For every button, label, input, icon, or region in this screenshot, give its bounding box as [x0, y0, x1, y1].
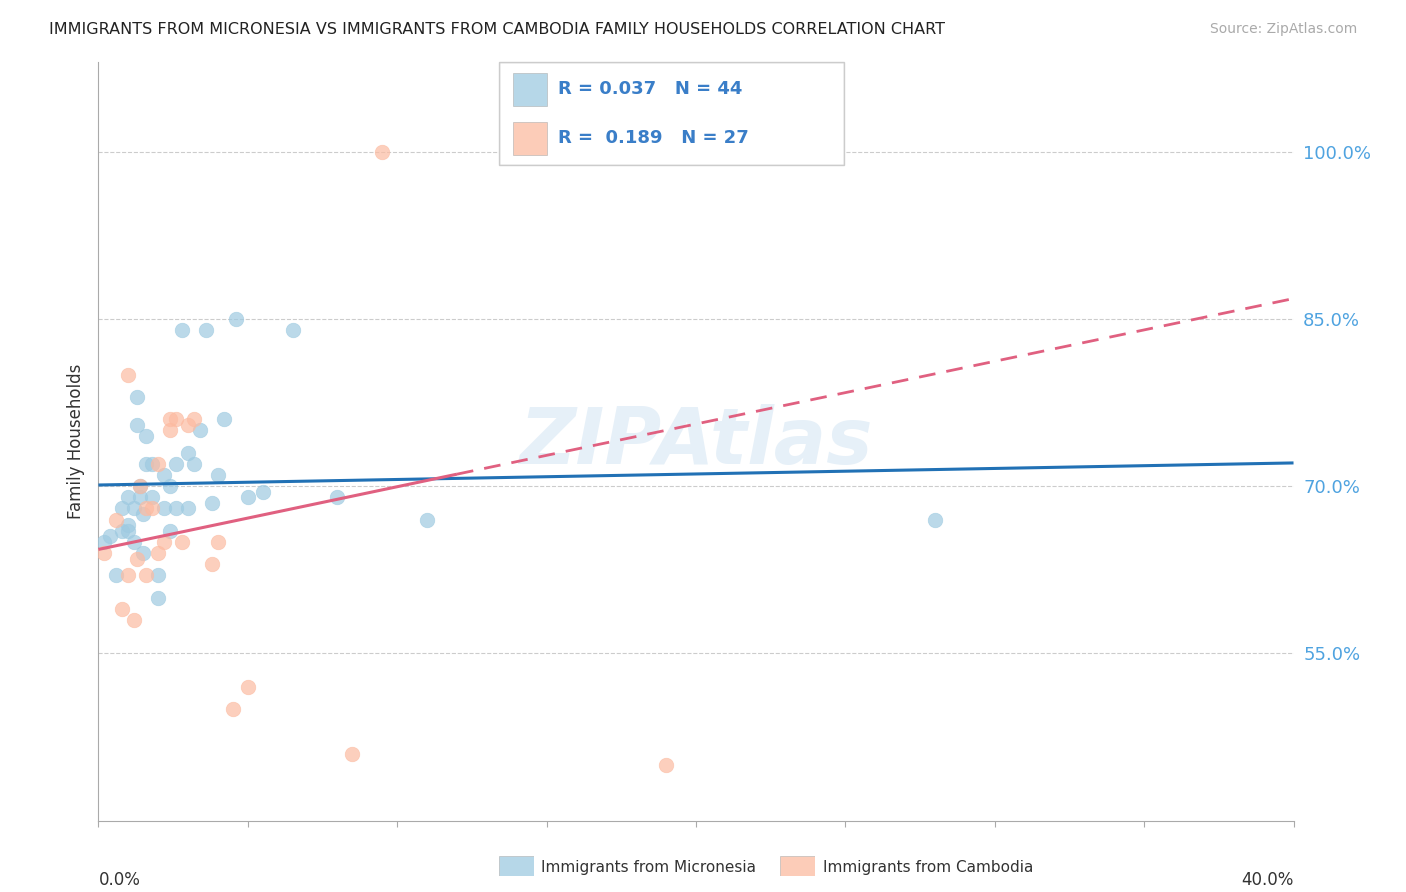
Text: Immigrants from Cambodia: Immigrants from Cambodia — [823, 860, 1033, 874]
Point — [183, 457, 205, 471]
Point — [153, 535, 176, 549]
Point — [127, 551, 149, 566]
Point — [111, 501, 134, 516]
Bar — [513, 122, 547, 155]
Point — [141, 491, 163, 505]
Point — [148, 591, 170, 605]
Point — [177, 446, 200, 460]
Point — [117, 518, 139, 533]
Point — [326, 491, 349, 505]
Point — [225, 312, 247, 326]
Point — [93, 535, 115, 549]
Point — [281, 323, 304, 337]
Bar — [513, 73, 547, 105]
Point — [93, 546, 115, 560]
Point — [132, 507, 155, 521]
Point — [201, 496, 224, 510]
Point — [105, 568, 128, 582]
Point — [127, 390, 149, 404]
Point — [212, 412, 235, 426]
Point — [135, 568, 157, 582]
Point — [159, 424, 181, 438]
Point — [655, 758, 678, 772]
Point — [135, 457, 157, 471]
Point — [177, 501, 200, 516]
Point — [342, 747, 364, 761]
Point — [159, 524, 181, 538]
Point — [135, 429, 157, 443]
Point — [236, 680, 259, 694]
Point — [201, 557, 224, 572]
Point — [153, 468, 176, 483]
Point — [124, 613, 146, 627]
Text: 40.0%: 40.0% — [1241, 871, 1294, 888]
Point — [141, 457, 163, 471]
Point — [117, 368, 139, 382]
Point — [236, 491, 259, 505]
Point — [148, 568, 170, 582]
Point — [207, 468, 229, 483]
Point — [252, 484, 274, 499]
Point — [222, 702, 245, 716]
Point — [371, 145, 394, 159]
Point — [129, 491, 152, 505]
Point — [183, 412, 205, 426]
Text: R =  0.189   N = 27: R = 0.189 N = 27 — [558, 129, 748, 147]
Point — [165, 501, 187, 516]
Point — [416, 512, 439, 526]
Point — [117, 568, 139, 582]
Text: 0.0%: 0.0% — [98, 871, 141, 888]
Point — [135, 501, 157, 516]
Point — [98, 529, 122, 543]
Point — [172, 535, 194, 549]
Text: ZIPAtlas: ZIPAtlas — [519, 403, 873, 480]
Point — [127, 417, 149, 432]
Y-axis label: Family Households: Family Households — [66, 364, 84, 519]
Point — [132, 546, 155, 560]
Point — [165, 457, 187, 471]
Point — [177, 417, 200, 432]
Text: Immigrants from Micronesia: Immigrants from Micronesia — [541, 860, 756, 874]
Point — [148, 457, 170, 471]
Point — [117, 491, 139, 505]
Point — [129, 479, 152, 493]
Point — [129, 479, 152, 493]
Text: R = 0.037   N = 44: R = 0.037 N = 44 — [558, 80, 742, 98]
Point — [105, 512, 128, 526]
Point — [111, 524, 134, 538]
Point — [172, 323, 194, 337]
Point — [148, 546, 170, 560]
Point — [159, 479, 181, 493]
Point — [159, 412, 181, 426]
Text: Source: ZipAtlas.com: Source: ZipAtlas.com — [1209, 22, 1357, 37]
Point — [111, 602, 134, 616]
Text: IMMIGRANTS FROM MICRONESIA VS IMMIGRANTS FROM CAMBODIA FAMILY HOUSEHOLDS CORRELA: IMMIGRANTS FROM MICRONESIA VS IMMIGRANTS… — [49, 22, 945, 37]
Point — [117, 524, 139, 538]
Point — [141, 501, 163, 516]
Point — [124, 535, 146, 549]
Point — [195, 323, 218, 337]
Point — [124, 501, 146, 516]
Point — [165, 412, 187, 426]
Point — [153, 501, 176, 516]
Point — [188, 424, 211, 438]
Point — [207, 535, 229, 549]
Point — [924, 512, 946, 526]
